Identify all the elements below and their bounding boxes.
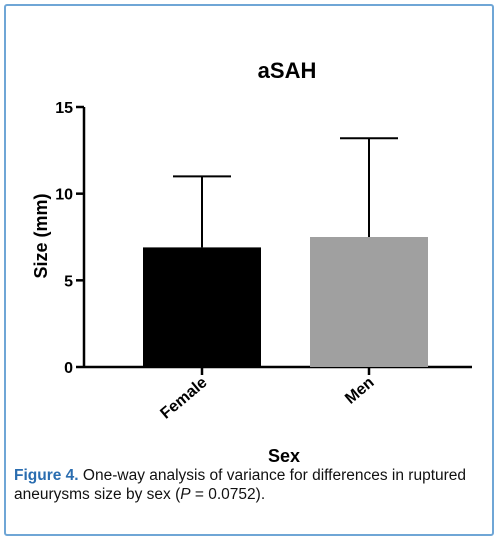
y-tick-label-5: 5: [64, 273, 73, 290]
y-tick-label-0: 0: [64, 360, 73, 377]
y-tick-label-15: 15: [55, 100, 73, 117]
bar-chart: aSAH Size (mm) Sex 0 5 10 15 Female Men: [31, 58, 472, 466]
caption-p-symbol: P: [180, 486, 191, 503]
caption-text-end: = 0.0752).: [190, 486, 266, 503]
y-tick-label-10: 10: [55, 187, 73, 204]
bar-female: [143, 247, 261, 367]
caption-label: Figure 4.: [14, 467, 79, 484]
x-axis-label: Sex: [268, 446, 300, 466]
bar-men: [310, 237, 428, 367]
x-tick-label-female: Female: [157, 374, 210, 423]
chart-title: aSAH: [258, 58, 317, 83]
caption-text: One-way analysis of variance for differe…: [14, 467, 467, 503]
x-tick-label-men: Men: [342, 374, 377, 408]
y-axis-label: Size (mm): [31, 193, 51, 278]
figure-caption: Figure 4. One-way analysis of variance f…: [14, 466, 484, 504]
